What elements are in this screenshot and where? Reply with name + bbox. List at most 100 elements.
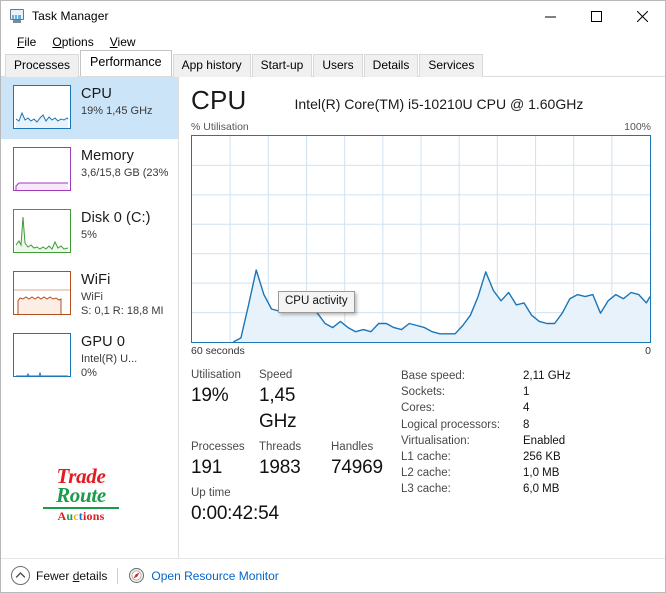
menu-options-label-rest: ptions <box>61 35 94 49</box>
watermark-rule <box>43 507 119 509</box>
sidebar-label-gpu0: GPU 0 <box>81 334 126 350</box>
label-handles: Handles <box>331 441 374 453</box>
footer-separator <box>117 567 119 584</box>
property-value-l1-cache: 256 KB <box>523 451 561 464</box>
y-axis-max: 100% <box>624 121 651 133</box>
tab-strip: Processes Performance App history Start-… <box>1 50 665 77</box>
sidebar-item-memory[interactable]: Memory 3,6/15,8 GB (23% <box>1 139 178 201</box>
sidebar-sub-cpu: 19% 1,45 GHz <box>81 105 153 117</box>
maximize-button[interactable] <box>573 1 619 31</box>
tab-processes[interactable]: Processes <box>5 54 80 77</box>
watermark-a: A <box>57 509 67 523</box>
trade-route-auctions-watermark: Trade Route Auctions <box>39 466 123 522</box>
cpu-utilisation-graph[interactable]: CPU activity <box>191 135 651 343</box>
task-manager-icon <box>9 8 25 24</box>
x-axis-right-label: 0 <box>645 345 651 357</box>
stats-primary-column: Utilisation Speed 19% 1,45 GHz Processes… <box>191 367 396 531</box>
menu-file[interactable]: File <box>17 35 37 49</box>
graph-x-axis-row: 60 seconds 0 <box>191 345 651 357</box>
watermark-u: u <box>66 509 74 523</box>
stat-values-row-3: 0:00:42:54 <box>191 501 396 527</box>
value-speed: 1,45 GHz <box>259 385 297 432</box>
property-value-sockets: 1 <box>523 386 530 399</box>
property-key-cores: Cores: <box>401 402 435 415</box>
tab-startup[interactable]: Start-up <box>251 54 313 77</box>
property-value-l3-cache: 6,0 MB <box>523 483 560 496</box>
value-utilisation: 19% <box>191 385 229 406</box>
property-virtualisation: Virtualisation: Enabled <box>401 433 651 449</box>
sidebar-label-wifi: WiFi <box>81 272 111 288</box>
tab-services[interactable]: Services <box>419 54 484 77</box>
property-value-virtualisation: Enabled <box>523 434 566 447</box>
property-key-l3-cache: L3 cache: <box>401 483 451 496</box>
sidebar-sub-gpu-usage: 0% <box>81 367 97 379</box>
label-utilisation: Utilisation <box>191 369 241 381</box>
wifi-meta: WiFi WiFi S: 0,1 R: 18,8 MI <box>81 271 164 318</box>
watermark-line-2: Route <box>56 483 106 507</box>
sidebar-sub-disk0: 5% <box>81 229 97 241</box>
window-title: Task Manager <box>32 9 109 23</box>
sidebar-sub-memory: 3,6/15,8 GB (23% <box>81 167 169 179</box>
watermark-t: t <box>78 509 83 523</box>
gpu-thumbnail-graph <box>13 333 71 377</box>
cpu-properties-column: Base speed: 2,11 GHz Sockets: 1 Cores: 4… <box>396 367 651 531</box>
sidebar-label-cpu: CPU <box>81 86 112 102</box>
close-button[interactable] <box>619 1 665 31</box>
chevron-up-icon[interactable] <box>11 566 30 585</box>
label-speed: Speed <box>259 369 293 381</box>
stat-group-processes-threads-handles: Processes Threads Handles 191 1983 74969 <box>191 439 396 481</box>
cpu-meta: CPU 19% 1,45 GHz <box>81 85 153 118</box>
minimize-button[interactable] <box>527 1 573 31</box>
sidebar-sub-wifi-throughput: S: 0,1 R: 18,8 MI <box>81 305 164 317</box>
tab-app-history[interactable]: App history <box>172 54 251 77</box>
fewer-details-button[interactable]: Fewer details <box>36 569 107 583</box>
menu-options[interactable]: Options <box>52 35 94 49</box>
sidebar-label-memory: Memory <box>81 148 134 164</box>
fewer-details-accel: d <box>72 568 80 583</box>
label-threads: Threads <box>259 441 302 453</box>
sidebar-item-gpu0[interactable]: GPU 0 Intel(R) U... 0% <box>1 325 178 387</box>
sidebar-item-disk0[interactable]: Disk 0 (C:) 5% <box>1 201 178 263</box>
stat-values-row-2: 191 1983 74969 <box>191 455 396 481</box>
sidebar-sub-wifi-adapter: WiFi <box>81 291 103 303</box>
value-threads: 1983 <box>259 457 301 478</box>
sidebar-item-cpu[interactable]: CPU 19% 1,45 GHz <box>1 77 178 139</box>
menu-view[interactable]: View <box>109 35 136 49</box>
value-up-time: 0:00:42:54 <box>191 503 279 524</box>
window-controls <box>527 1 665 31</box>
menu-bar: File Options View <box>1 31 665 53</box>
property-logical-processors: Logical processors: 8 <box>401 417 651 433</box>
stat-labels-row-2: Processes Threads Handles <box>191 439 396 455</box>
property-value-l2-cache: 1,0 MB <box>523 467 560 480</box>
property-l3-cache: L3 cache: 6,0 MB <box>401 481 651 497</box>
property-key-virtualisation: Virtualisation: <box>401 434 470 447</box>
tab-users[interactable]: Users <box>313 54 363 77</box>
property-key-logical-processors: Logical processors: <box>401 418 501 431</box>
gpu-meta: GPU 0 Intel(R) U... 0% <box>81 333 137 380</box>
y-axis-label: % Utilisation <box>191 121 249 133</box>
memory-thumbnail-graph <box>13 147 71 191</box>
property-l1-cache: L1 cache: 256 KB <box>401 449 651 465</box>
watermark-line-3: Auctions <box>39 510 123 522</box>
property-value-base-speed: 2,11 GHz <box>523 370 571 382</box>
property-cores: Cores: 4 <box>401 400 651 416</box>
resource-monitor-icon[interactable] <box>128 567 145 584</box>
property-base-speed: Base speed: 2,11 GHz <box>401 368 651 384</box>
tab-performance[interactable]: Performance <box>80 50 172 76</box>
cpu-header: CPU Intel(R) Core(TM) i5-10210U CPU @ 1.… <box>191 85 651 121</box>
title-bar: Task Manager <box>1 1 665 31</box>
label-up-time: Up time <box>191 487 231 499</box>
disk-meta: Disk 0 (C:) 5% <box>81 209 151 242</box>
cpu-model-label: Intel(R) Core(TM) i5-10210U CPU @ 1.60GH… <box>294 96 584 112</box>
tab-details[interactable]: Details <box>363 54 419 77</box>
stat-labels-row-1: Utilisation Speed <box>191 367 396 383</box>
resource-sidebar[interactable]: CPU 19% 1,45 GHz Memory 3,6/15,8 GB (23% <box>1 77 179 558</box>
sidebar-item-wifi[interactable]: WiFi WiFi S: 0,1 R: 18,8 MI <box>1 263 178 325</box>
graph-y-axis-row: % Utilisation 100% <box>191 121 651 133</box>
disk-thumbnail-graph <box>13 209 71 253</box>
open-resource-monitor-link[interactable]: Open Resource Monitor <box>151 568 279 583</box>
x-axis-left-label: 60 seconds <box>191 345 245 357</box>
cpu-detail-panel: CPU Intel(R) Core(TM) i5-10210U CPU @ 1.… <box>179 77 665 558</box>
menu-view-label-rest: iew <box>117 35 136 49</box>
